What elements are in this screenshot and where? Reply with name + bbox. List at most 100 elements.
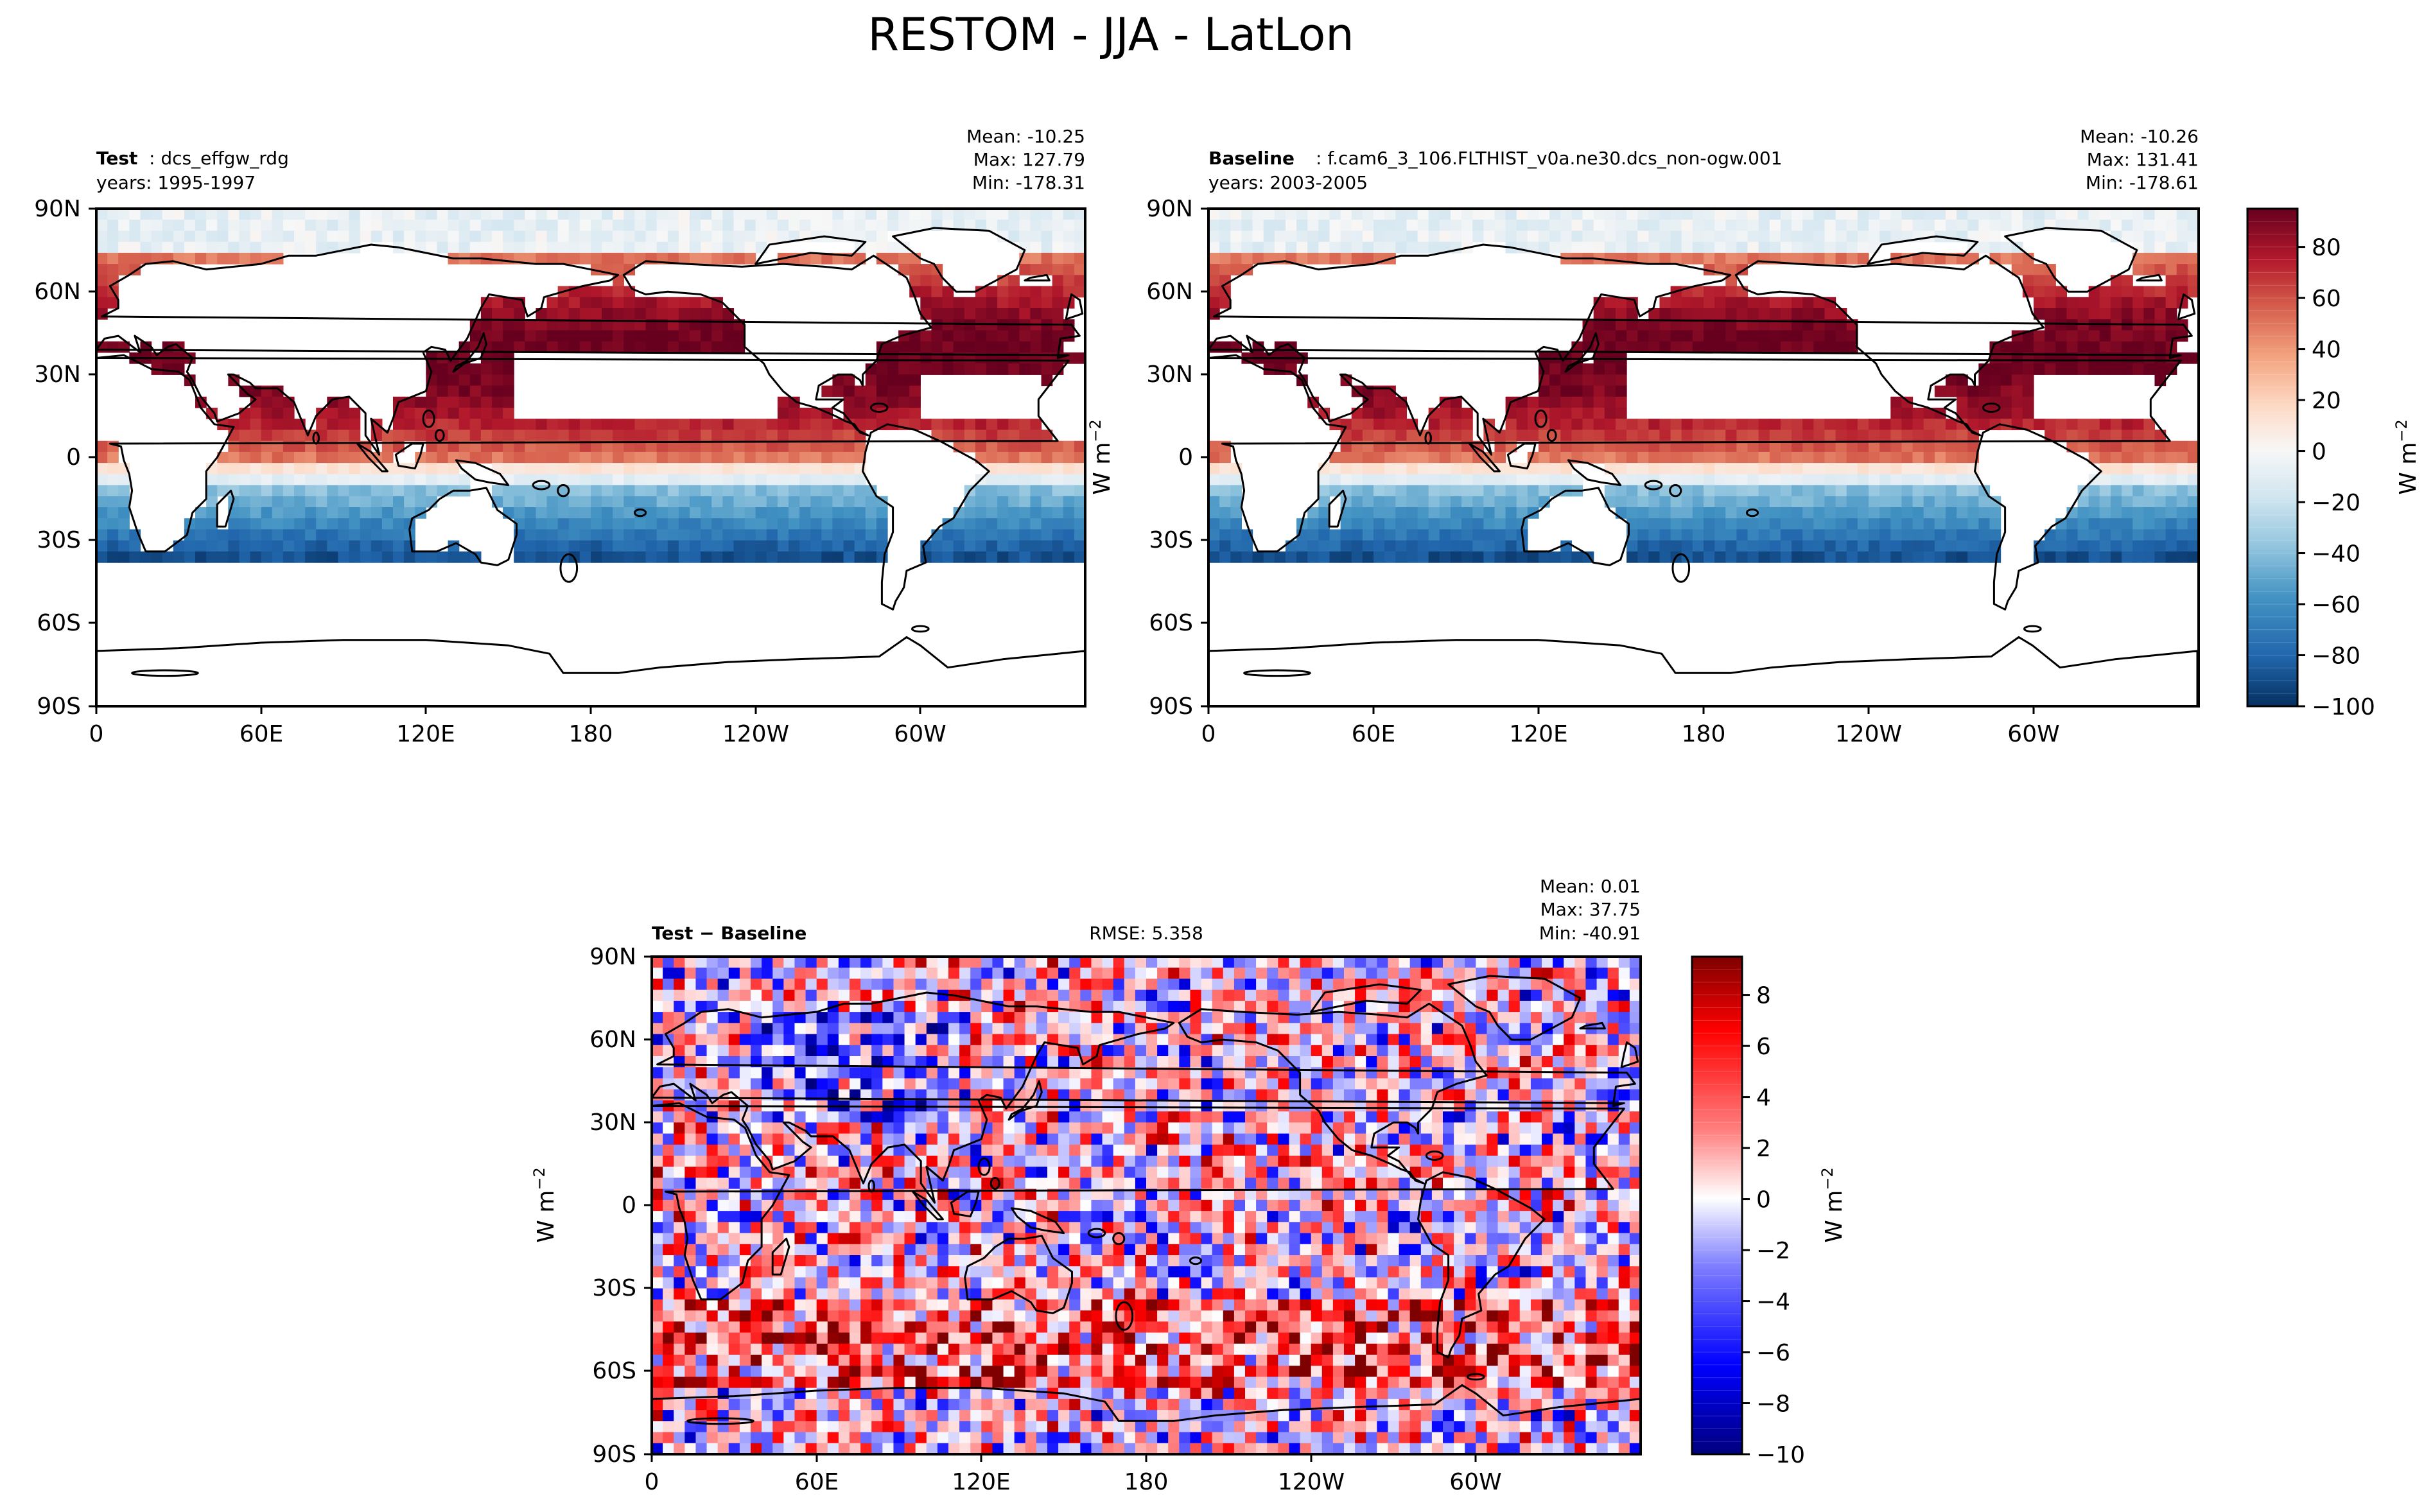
field-cell <box>2077 330 2089 342</box>
field-cell <box>678 451 690 464</box>
field-cell <box>706 1233 719 1245</box>
field-cell <box>381 518 394 530</box>
field-cell <box>206 540 218 552</box>
field-cell <box>915 1111 927 1123</box>
field-cell <box>602 430 613 442</box>
field-cell <box>1857 507 1869 519</box>
field-cell <box>821 385 833 397</box>
coastline <box>455 459 510 487</box>
field-cell <box>426 220 438 232</box>
field-cell <box>827 968 839 980</box>
field-cell <box>860 1432 872 1444</box>
field-cell <box>2077 430 2089 442</box>
field-cell <box>469 220 482 232</box>
field-cell <box>107 463 119 474</box>
field-cell <box>579 485 591 497</box>
field-cell <box>1704 529 1715 541</box>
field-cell <box>1681 451 1693 464</box>
field-cell <box>904 1222 916 1234</box>
field-cell <box>948 1398 960 1411</box>
field-cell <box>228 463 240 474</box>
field-cell <box>667 551 679 563</box>
field-cell <box>937 1398 949 1411</box>
field-cell <box>1549 485 1561 497</box>
field-cell <box>2154 430 2167 442</box>
field-cell <box>2110 485 2122 497</box>
field-cell <box>843 507 855 519</box>
test-ytick-30n: 30N <box>34 361 81 388</box>
field-cell <box>1714 252 1726 265</box>
field-cell <box>722 341 735 353</box>
field-cell <box>685 1244 697 1256</box>
field-cell <box>948 1177 960 1190</box>
field-cell <box>140 252 152 265</box>
field-cell <box>762 1023 773 1035</box>
field-cell <box>250 252 262 265</box>
field-cell <box>546 330 559 342</box>
field-cell <box>975 496 987 508</box>
field-cell <box>1052 540 1064 552</box>
field-cell <box>733 330 746 342</box>
field-cell <box>789 408 800 419</box>
field-cell <box>2110 529 2122 541</box>
field-cell <box>2110 507 2122 519</box>
field-cell <box>1274 241 1286 254</box>
field-cell <box>217 451 229 464</box>
field-cell <box>926 1156 938 1167</box>
field-cell <box>2066 363 2079 375</box>
field-cell <box>695 1122 708 1134</box>
field-cell <box>1813 230 1826 243</box>
field-cell <box>739 1211 751 1222</box>
field-cell <box>426 440 438 453</box>
field-cell <box>118 474 130 486</box>
field-cell <box>316 408 327 419</box>
field-cell <box>898 209 910 220</box>
field-cell <box>645 485 658 497</box>
field-cell <box>1428 529 1440 541</box>
field-cell <box>898 241 910 254</box>
field-cell <box>926 1211 938 1222</box>
field-cell <box>1681 430 1693 442</box>
field-cell <box>1219 230 1231 243</box>
field-cell <box>920 551 932 563</box>
field-cell <box>772 1277 784 1289</box>
field-cell <box>2132 496 2144 508</box>
field-cell <box>338 430 350 442</box>
field-cell <box>711 485 723 497</box>
field-cell <box>1274 220 1286 232</box>
field-cell <box>1571 374 1583 387</box>
field-cell <box>975 308 987 320</box>
field-cell <box>2110 496 2122 508</box>
field-cell <box>893 1122 905 1134</box>
field-cell <box>904 1067 916 1079</box>
field-cell <box>997 440 1009 453</box>
field-cell <box>865 507 877 519</box>
field-cell <box>1890 220 1902 232</box>
field-cell <box>2143 286 2156 298</box>
field-cell <box>96 209 108 220</box>
field-cell <box>1869 474 1880 486</box>
field-cell <box>272 551 284 563</box>
field-cell <box>1450 507 1462 519</box>
field-cell <box>816 1199 828 1212</box>
field-cell <box>1967 440 1979 453</box>
field-cell <box>514 496 525 508</box>
field-cell <box>832 496 844 508</box>
field-cell <box>667 252 679 265</box>
field-cell <box>381 209 394 220</box>
field-cell <box>1648 230 1661 243</box>
field-cell <box>652 1111 663 1123</box>
field-cell <box>904 1343 916 1355</box>
field-cell <box>1263 252 1275 265</box>
field-cell <box>1879 540 1891 552</box>
field-cell <box>1329 551 1341 563</box>
field-cell <box>1681 252 1693 265</box>
field-cell <box>975 430 987 442</box>
field-cell <box>1857 474 1869 486</box>
field-cell <box>1030 540 1042 552</box>
field-cell <box>1516 474 1528 486</box>
field-cell <box>1406 474 1418 486</box>
field-cell <box>360 220 372 232</box>
field-cell <box>755 230 767 243</box>
field-cell <box>1934 551 1946 563</box>
